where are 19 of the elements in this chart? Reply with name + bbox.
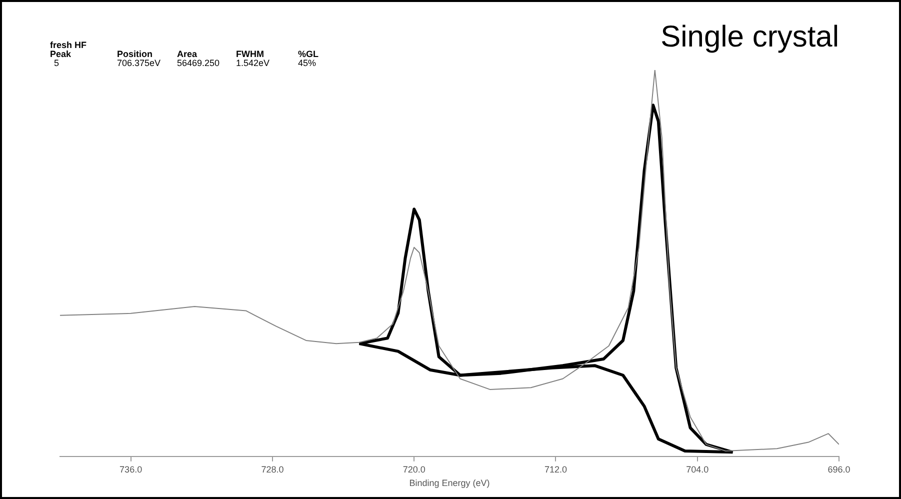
x-tick-label: 696.0 — [828, 464, 850, 474]
chart-title: Single crystal — [660, 20, 839, 54]
text: FWHM — [236, 49, 264, 59]
text: 706.375eV — [117, 58, 161, 68]
x-tick-label: 736.0 — [120, 464, 142, 474]
x-axis-title: Binding Energy (eV) — [409, 478, 490, 488]
text: 5 — [54, 58, 60, 68]
x-tick-label: 712.0 — [544, 464, 567, 474]
x-tick-label: 720.0 — [402, 464, 426, 474]
text: 1.542eV — [236, 58, 270, 68]
text: Peak — [50, 49, 72, 59]
x-tick-label: 728.0 — [261, 464, 284, 474]
text: 56469.250 — [177, 58, 220, 68]
text: Area — [177, 49, 198, 59]
text: fresh HF — [50, 40, 88, 50]
text: Position — [117, 49, 152, 59]
x-tick-label: 704.0 — [686, 464, 709, 474]
text: %GL — [298, 49, 320, 59]
text: 45% — [298, 58, 316, 68]
